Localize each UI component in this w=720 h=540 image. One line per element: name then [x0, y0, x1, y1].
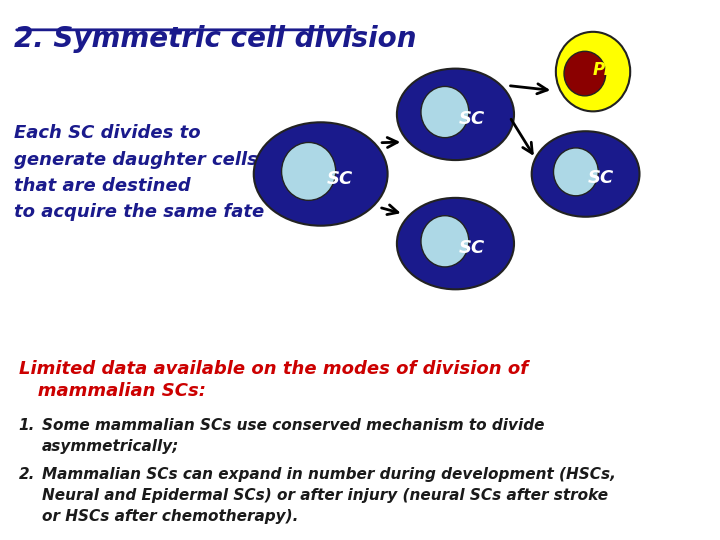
Text: SC: SC: [326, 170, 353, 188]
Text: Each SC divides to
generate daughter cells
that are destined
to acquire the same: Each SC divides to generate daughter cel…: [14, 124, 264, 221]
Text: SC: SC: [588, 169, 614, 187]
Ellipse shape: [531, 131, 639, 217]
Text: 2.: 2.: [19, 467, 35, 482]
Circle shape: [554, 148, 598, 196]
Text: mammalian SCs:: mammalian SCs:: [19, 382, 206, 400]
Ellipse shape: [397, 198, 514, 289]
Ellipse shape: [253, 122, 387, 226]
Ellipse shape: [397, 69, 514, 160]
Text: Some mammalian SCs use conserved mechanism to divide
asymmetrically;: Some mammalian SCs use conserved mechani…: [42, 417, 544, 454]
Circle shape: [421, 86, 469, 138]
Circle shape: [282, 143, 336, 200]
Circle shape: [556, 32, 630, 111]
Text: SC: SC: [459, 239, 485, 257]
Text: SC: SC: [459, 110, 485, 128]
Text: Pr.: Pr.: [593, 60, 617, 79]
Circle shape: [564, 51, 606, 96]
Text: 1.: 1.: [19, 417, 35, 433]
Circle shape: [421, 215, 469, 267]
Text: Limited data available on the modes of division of: Limited data available on the modes of d…: [19, 360, 528, 378]
Text: Mammalian SCs can expand in number during development (HSCs,
Neural and Epiderma: Mammalian SCs can expand in number durin…: [42, 467, 616, 524]
Text: 2. Symmetric cell division: 2. Symmetric cell division: [14, 25, 416, 53]
